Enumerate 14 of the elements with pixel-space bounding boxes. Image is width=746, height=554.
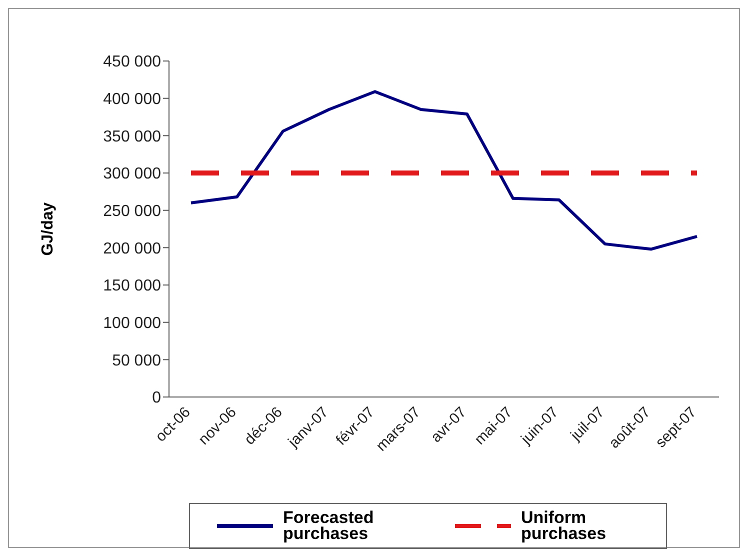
y-tick-label: 0 <box>152 390 162 407</box>
y-tick-label: 350 000 <box>103 128 162 146</box>
legend-label: Uniform purchases <box>521 508 608 543</box>
y-tick-label: 150 000 <box>103 278 162 295</box>
legend-label: Forecasted purchases <box>283 508 375 543</box>
y-tick-label: 200 000 <box>103 240 162 258</box>
y-tick-label: 450 000 <box>103 54 162 71</box>
line-series <box>190 90 698 251</box>
y-tick-label: 400 000 <box>103 91 162 108</box>
y-axis-title: GJ/day <box>40 202 57 256</box>
y-tick-label: 100 000 <box>103 315 162 332</box>
y-tick-label: 50 000 <box>112 352 162 370</box>
y-tick-label: 250 000 <box>103 203 162 220</box>
y-tick-label: 300 000 <box>103 166 162 183</box>
